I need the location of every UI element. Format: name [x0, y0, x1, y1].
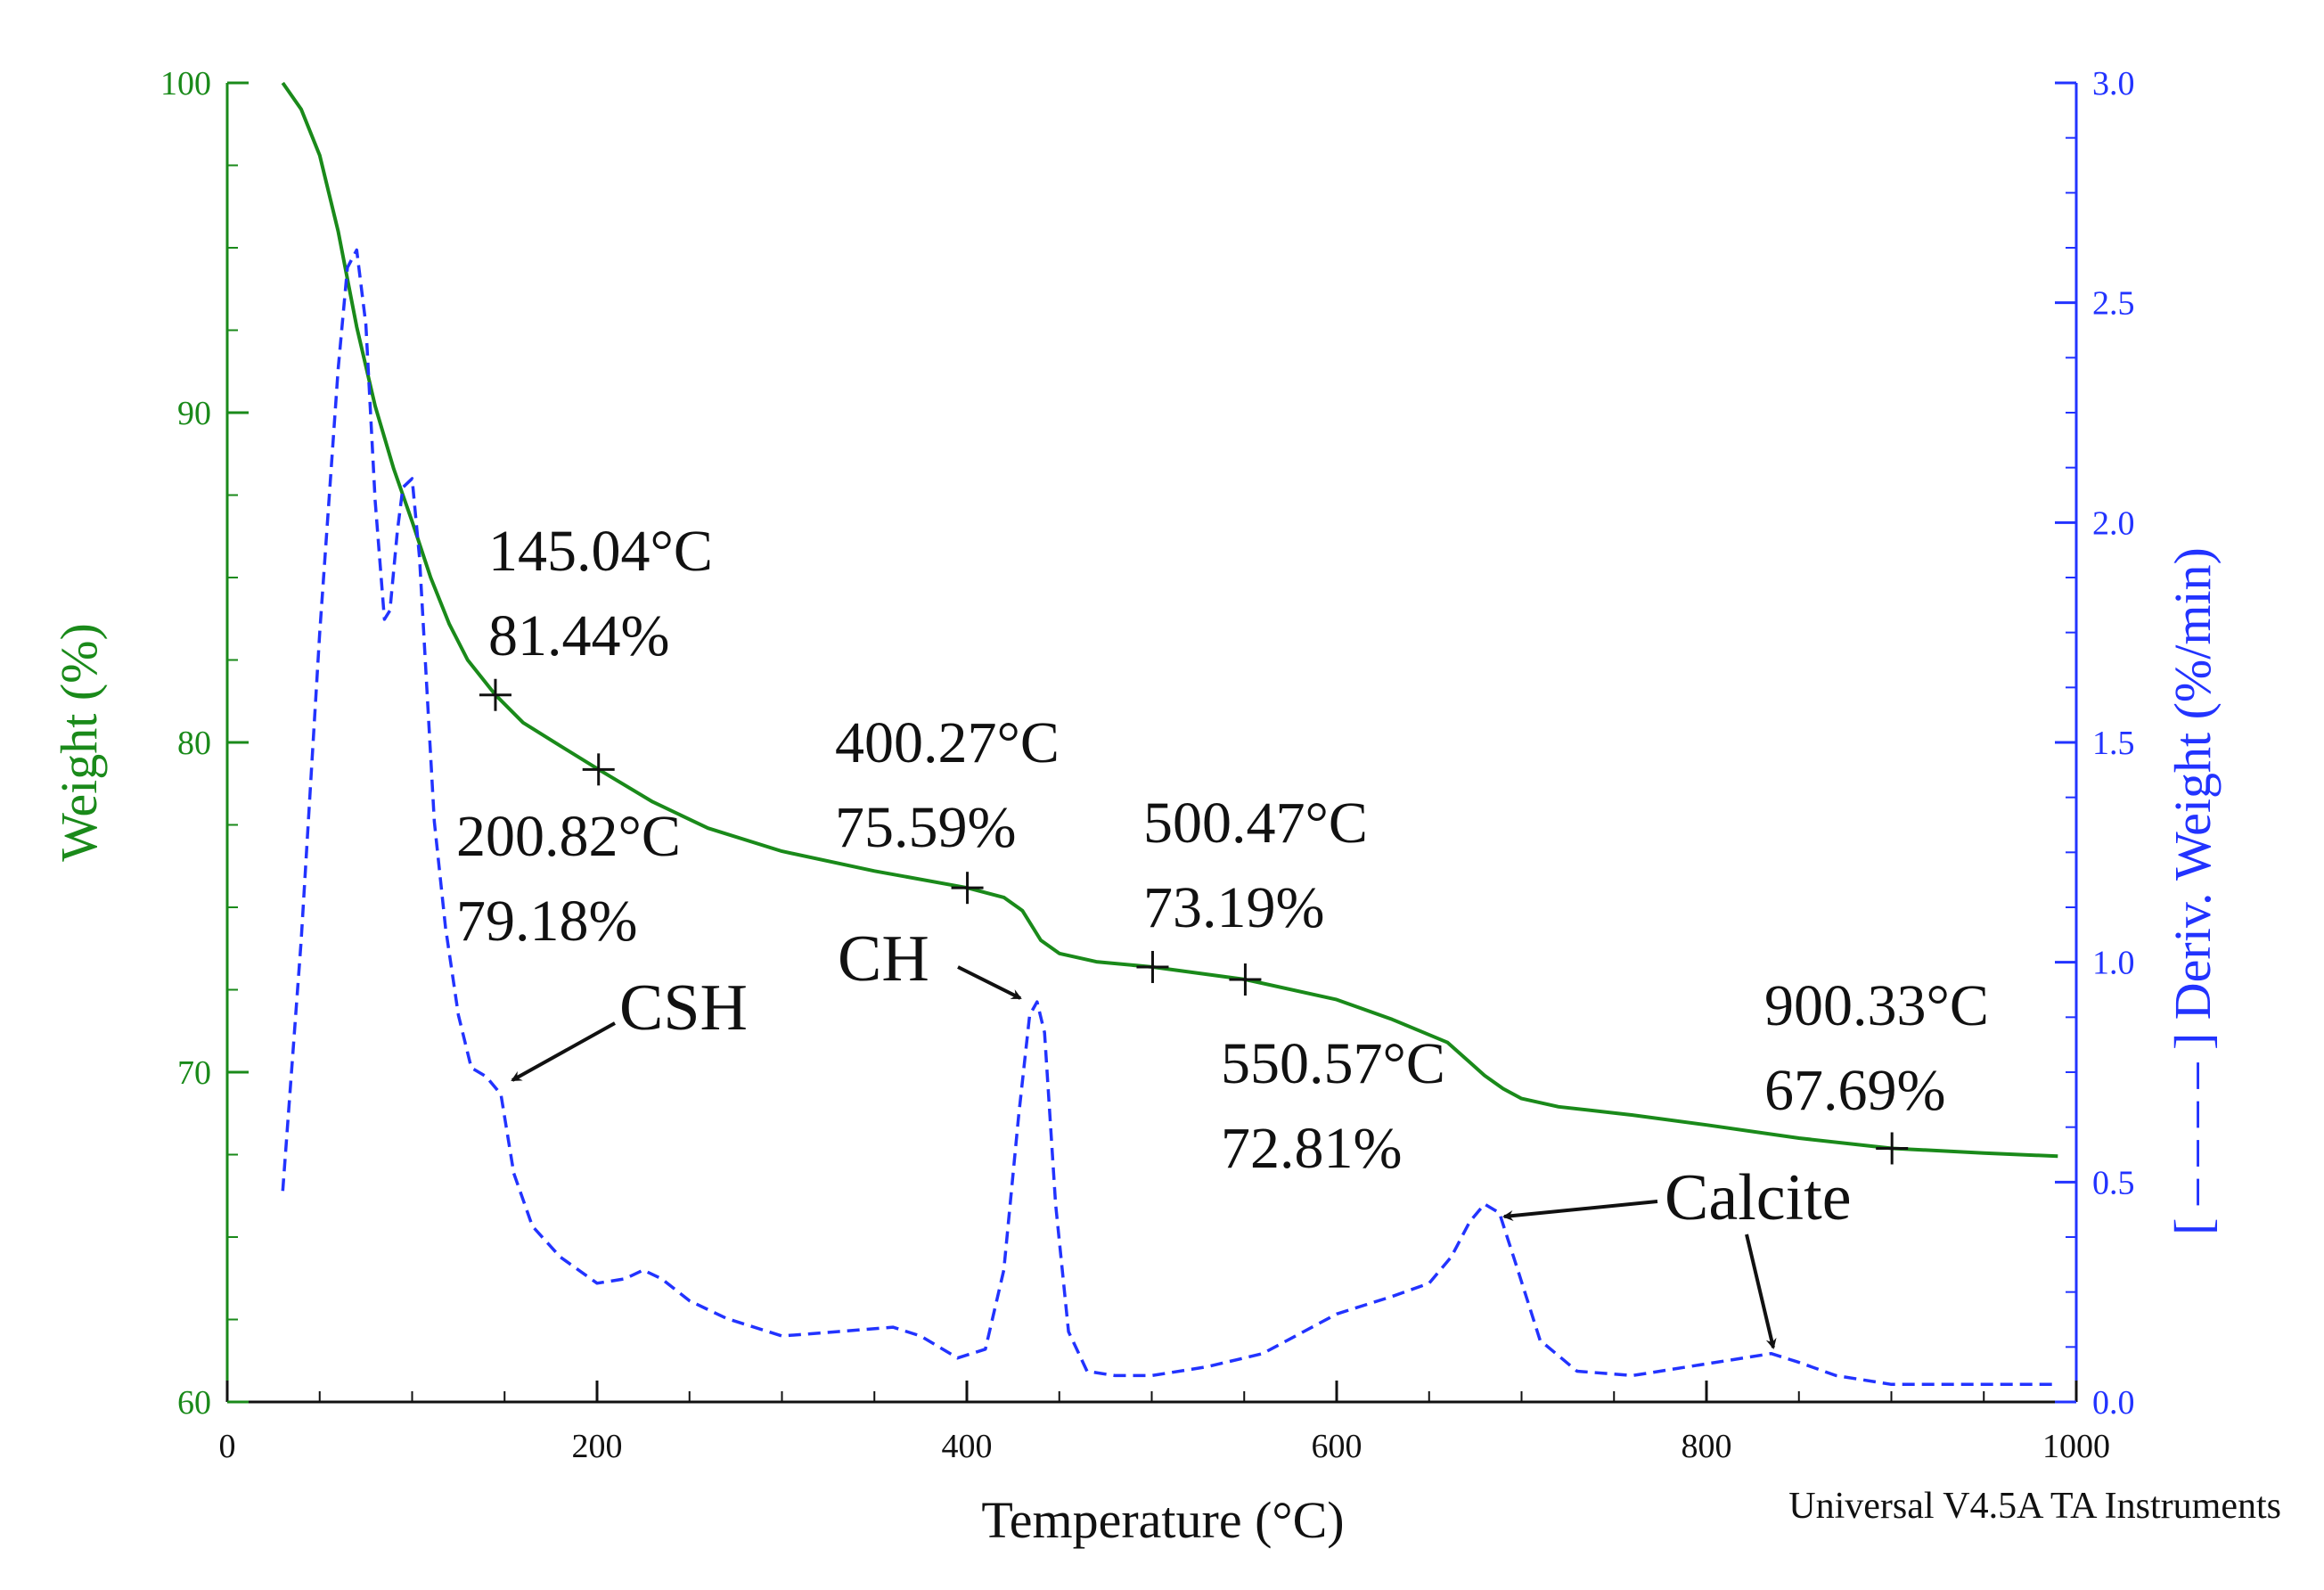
- marker-label-temp: 145.04°C: [488, 519, 713, 584]
- annotation-ch: CH: [838, 922, 929, 996]
- x-tick-label: 600: [1312, 1428, 1362, 1465]
- footer-instrument-label: Universal V4.5A TA Instruments: [1788, 1486, 2281, 1527]
- x-axis-title: Temperature (°C): [981, 1491, 1344, 1549]
- x-tick-label: 400: [942, 1428, 993, 1465]
- annotation-csh-arrow: [511, 1021, 616, 1082]
- x-tick-label: 800: [1682, 1428, 1732, 1465]
- markers-layer: [479, 678, 1909, 1165]
- annotation-ch-arrow: [957, 965, 1022, 1000]
- marker-label-temp: 500.47°C: [1143, 791, 1368, 856]
- marker-label-temp: 400.27°C: [835, 710, 1060, 775]
- x-tick-label: 1000: [2042, 1428, 2110, 1465]
- right-axis-title: [ – – – – ] Deriv. Weight (%/min): [2164, 547, 2222, 1235]
- right-tick-label: 1.5: [2092, 725, 2135, 762]
- marker-label-weight: 67.69%: [1764, 1058, 1945, 1123]
- left-tick-label: 90: [177, 395, 211, 432]
- x-tick-label: 0: [219, 1428, 236, 1465]
- marker-label-weight: 73.19%: [1143, 875, 1324, 940]
- weight-series-line: [281, 81, 2058, 1159]
- left-tick-label: 80: [177, 725, 211, 762]
- right-tick-label: 2.0: [2092, 504, 2135, 542]
- right-tick-label: 0.0: [2092, 1384, 2135, 1422]
- marker-label-weight: 81.44%: [488, 603, 669, 668]
- left-axis-title: Weight (%): [50, 623, 108, 862]
- marker-label-temp: 550.57°C: [1221, 1031, 1445, 1096]
- right-tick-label: 3.0: [2092, 65, 2135, 102]
- marker-label-temp: 200.82°C: [456, 804, 681, 869]
- right-tick-label: 2.5: [2092, 285, 2135, 323]
- annotation-calcite-arrow-b: [1745, 1233, 1777, 1349]
- marker-label-temp: 900.33°C: [1764, 973, 1989, 1038]
- ticks-layer: 0 200 400 600 800 1000 60 70 80 90 100 0.0 0.5 1.0 1.5…: [160, 65, 2135, 1465]
- x-tick-label: 200: [572, 1428, 623, 1465]
- annotation-calcite: Calcite: [1665, 1161, 1852, 1234]
- left-tick-label: 100: [160, 65, 211, 102]
- marker-label-weight: 75.59%: [835, 795, 1016, 860]
- left-tick-label: 70: [177, 1054, 211, 1092]
- left-tick-label: 60: [177, 1384, 211, 1422]
- right-tick-label: 0.5: [2092, 1164, 2135, 1201]
- right-tick-label: 1.0: [2092, 945, 2135, 982]
- marker-label-weight: 72.81%: [1221, 1116, 1402, 1181]
- annotation-csh: CSH: [619, 971, 748, 1045]
- annotation-calcite-arrow-a: [1502, 1200, 1658, 1221]
- marker-label-weight: 79.18%: [456, 889, 637, 954]
- series-layer: [281, 81, 2058, 1387]
